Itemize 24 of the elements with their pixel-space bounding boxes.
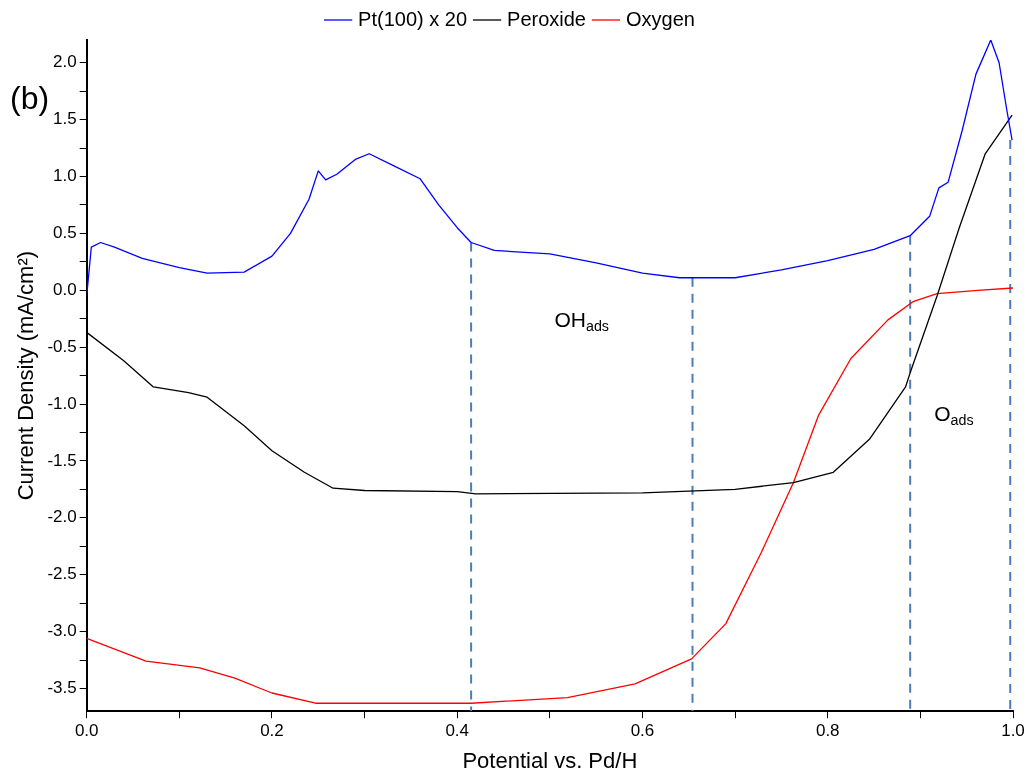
y-tick-label: 1.5 <box>53 109 77 129</box>
x-tick-label: 0.2 <box>260 721 284 741</box>
y-tick-label: -2.0 <box>47 507 77 527</box>
y-tick-label: 2.0 <box>53 52 77 72</box>
text: (b) <box>10 80 50 117</box>
x-tick-label: 0.8 <box>815 721 840 741</box>
y-tick-label: 1.0 <box>53 166 77 186</box>
x-axis-title: Potential vs. Pd/H <box>462 747 638 773</box>
x-tick-label: 0.4 <box>445 721 470 741</box>
y-tick-label: -3.0 <box>47 621 77 641</box>
y-tick-label: -0.5 <box>47 336 77 356</box>
y-tick-label: -1.5 <box>47 450 77 470</box>
x-tick-label: 0.0 <box>74 721 99 741</box>
legend-label: Pt(100) x 20 <box>358 7 468 30</box>
y-tick-label: 0.5 <box>53 223 77 243</box>
y-tick-label: -1.0 <box>47 393 77 413</box>
legend-label: Oxygen <box>625 7 695 30</box>
legend-label: Peroxide <box>507 7 586 30</box>
y-tick-label: -3.5 <box>47 678 77 698</box>
y-axis-title: Current Density (mA/cm²) <box>13 250 39 501</box>
x-tick-label: 1.0 <box>1001 721 1025 741</box>
y-tick-label: -2.5 <box>47 564 77 584</box>
x-tick-label: 0.6 <box>630 721 655 741</box>
y-tick-label: 0.0 <box>53 279 77 299</box>
